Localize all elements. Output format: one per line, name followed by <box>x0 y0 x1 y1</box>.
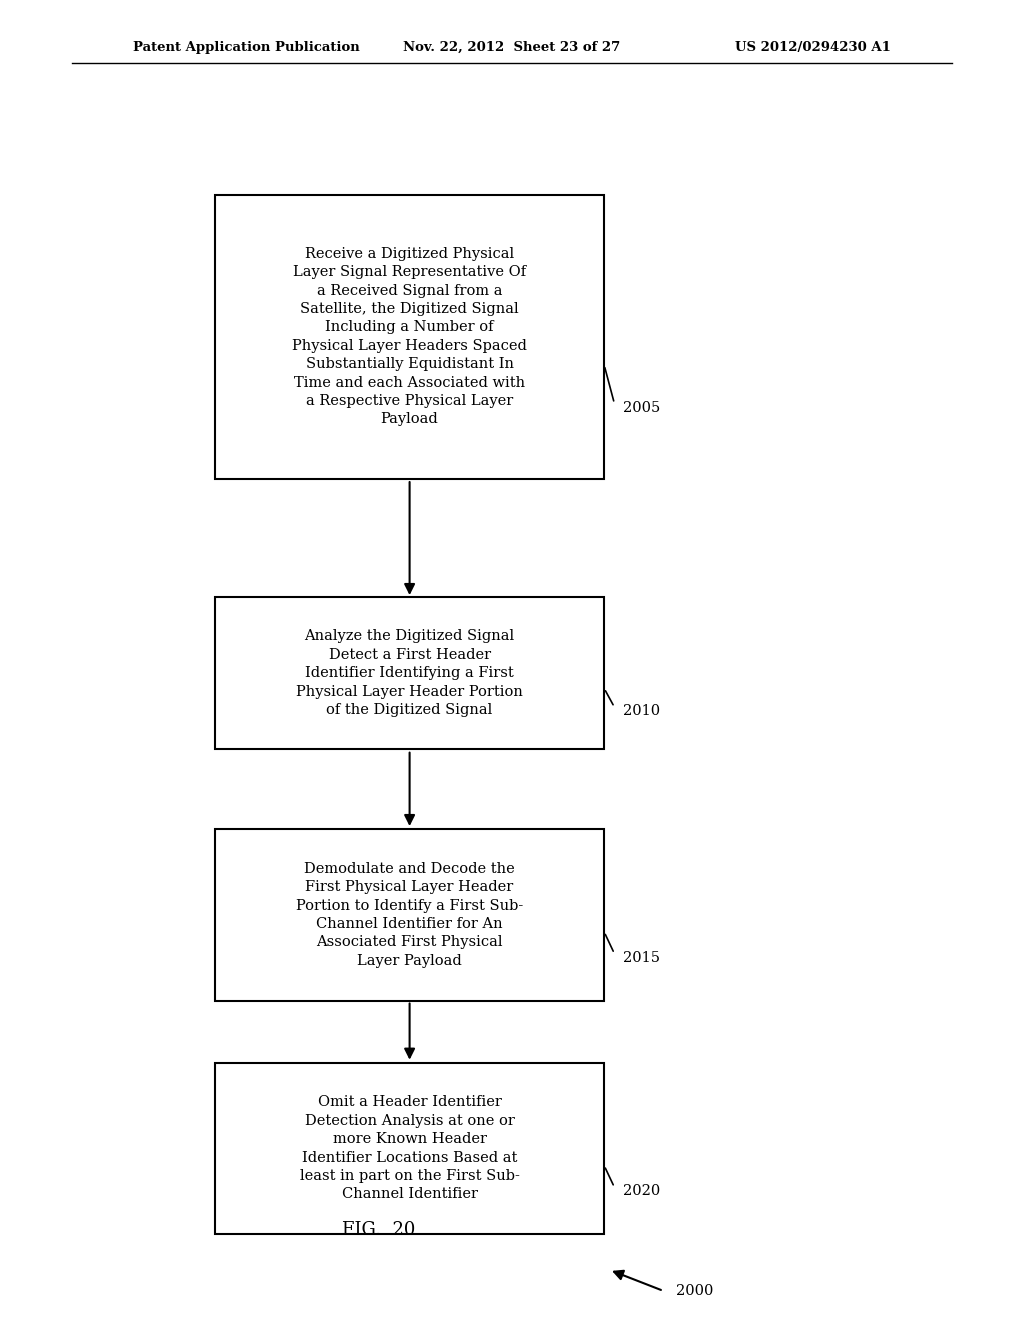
Text: Analyze the Digitized Signal
Detect a First Header
Identifier Identifying a Firs: Analyze the Digitized Signal Detect a Fi… <box>296 630 523 717</box>
Text: Omit a Header Identifier
Detection Analysis at one or
more Known Header
Identifi: Omit a Header Identifier Detection Analy… <box>300 1096 519 1201</box>
Text: US 2012/0294230 A1: US 2012/0294230 A1 <box>735 41 891 54</box>
Bar <box>215 829 604 1001</box>
Text: Nov. 22, 2012  Sheet 23 of 27: Nov. 22, 2012 Sheet 23 of 27 <box>403 41 621 54</box>
Text: FIG.  20: FIG. 20 <box>342 1221 416 1239</box>
Text: 2010: 2010 <box>623 704 659 718</box>
Text: 2005: 2005 <box>623 400 659 414</box>
Text: 2000: 2000 <box>676 1284 713 1298</box>
Bar <box>215 1063 604 1234</box>
Text: 2020: 2020 <box>623 1184 659 1199</box>
Text: Demodulate and Decode the
First Physical Layer Header
Portion to Identify a Firs: Demodulate and Decode the First Physical… <box>296 862 523 968</box>
Text: Patent Application Publication: Patent Application Publication <box>133 41 359 54</box>
Bar <box>215 195 604 479</box>
Bar <box>215 597 604 750</box>
Text: Receive a Digitized Physical
Layer Signal Representative Of
a Received Signal fr: Receive a Digitized Physical Layer Signa… <box>292 247 527 426</box>
Text: 2015: 2015 <box>623 950 659 965</box>
